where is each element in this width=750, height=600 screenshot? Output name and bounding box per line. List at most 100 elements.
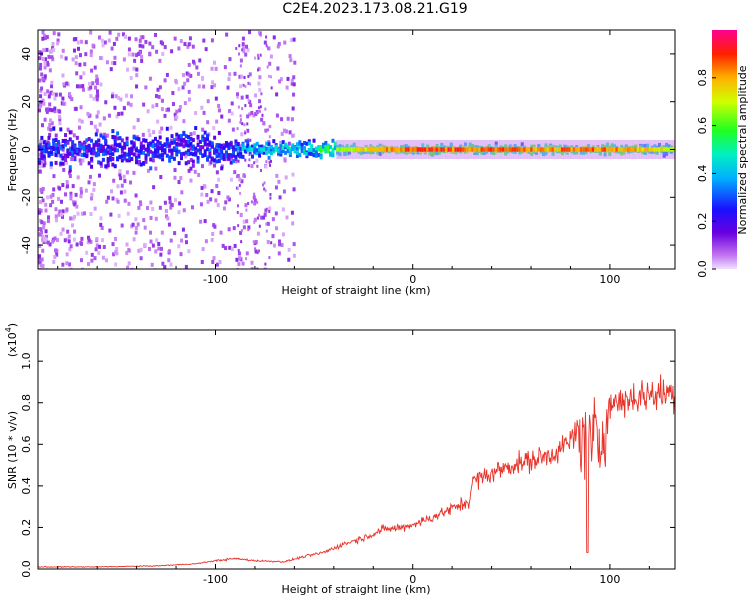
heatmap-cell	[577, 147, 581, 152]
heatmap-cell	[275, 226, 279, 231]
heatmap-cell	[242, 219, 246, 224]
heatmap-cell	[78, 62, 82, 67]
heatmap-cell	[74, 61, 78, 66]
heatmap-cell	[632, 147, 635, 152]
heatmap-cell	[170, 140, 174, 145]
heatmap-cell	[170, 154, 174, 159]
heatmap-cell	[139, 256, 143, 261]
heatmap-cell	[208, 140, 212, 145]
heatmap-cell	[47, 135, 51, 140]
heatmap-cell	[277, 239, 281, 244]
heatmap-cell	[250, 110, 254, 115]
heatmap-cell	[108, 228, 112, 233]
heatmap-cell	[139, 202, 143, 207]
heatmap-cell	[61, 214, 65, 219]
heatmap-cell	[291, 133, 295, 138]
heatmap-cell	[95, 237, 99, 242]
heatmap-cell	[232, 150, 236, 155]
heatmap-cell	[331, 138, 335, 143]
heatmap-cell	[89, 53, 93, 58]
heatmap-cell	[184, 150, 188, 155]
heatmap-cell	[98, 122, 102, 127]
heatmap-cell	[177, 137, 181, 142]
heatmap-cell	[173, 36, 177, 41]
heatmap-cell	[127, 158, 131, 163]
heatmap-cell	[51, 239, 55, 244]
heatmap-cell	[78, 147, 82, 152]
heatmap-cell	[250, 200, 253, 204]
heatmap-cell	[608, 147, 611, 152]
heatmap-cell	[254, 111, 258, 116]
heatmap-cell	[594, 147, 597, 152]
heatmap-cell	[203, 142, 207, 147]
heatmap-cell	[142, 138, 146, 143]
heatmap-cell	[139, 247, 143, 252]
heatmap-cell	[146, 149, 150, 154]
heatmap-cell	[50, 108, 54, 113]
heatmap-cell	[245, 208, 248, 212]
heatmap-cell	[290, 210, 294, 215]
heatmap-cell	[135, 155, 139, 160]
heatmap-cell	[653, 147, 656, 152]
heatmap-cell	[60, 212, 64, 217]
heatmap-cell	[46, 140, 50, 145]
heatmap-cell	[258, 75, 262, 80]
heatmap-cell	[199, 202, 203, 207]
heatmap-cell	[238, 256, 242, 261]
heatmap-cell	[182, 151, 186, 156]
heatmap-cell	[202, 84, 206, 89]
heatmap-cell	[173, 231, 177, 236]
heatmap-cell	[108, 145, 112, 150]
heatmap-cell	[172, 140, 176, 145]
heatmap-cell	[186, 44, 190, 49]
heatmap-cell	[234, 142, 238, 147]
heatmap-cell	[74, 106, 78, 111]
heatmap-cell	[165, 141, 169, 146]
heatmap-cell	[44, 202, 48, 207]
heatmap-cell	[213, 147, 217, 152]
heatmap-cell	[226, 195, 230, 200]
heatmap-cell	[357, 147, 360, 152]
heatmap-cell	[241, 261, 245, 266]
heatmap-cell	[274, 147, 278, 152]
heatmap-cell	[194, 111, 198, 116]
heatmap-cell	[262, 145, 266, 150]
y-tick-label: 0.2	[20, 519, 33, 537]
heatmap-cell	[534, 147, 538, 152]
heatmap-cell	[39, 208, 43, 213]
heatmap-cell	[58, 117, 62, 122]
heatmap-cell	[201, 127, 205, 132]
heatmap-cell	[181, 85, 185, 90]
heatmap-cell	[268, 124, 271, 128]
heatmap-cell	[163, 142, 167, 147]
heatmap-cell	[119, 176, 123, 181]
heatmap-cell	[487, 147, 491, 152]
heatmap-cell	[224, 246, 228, 251]
heatmap-cell	[101, 157, 105, 162]
heatmap-cell	[144, 153, 148, 158]
heatmap-cell	[191, 44, 195, 49]
heatmap-cell	[151, 144, 155, 149]
heatmap-cell	[262, 183, 265, 187]
heatmap-cell	[222, 143, 226, 148]
heatmap-cell	[41, 198, 45, 203]
heatmap-cell	[272, 35, 276, 40]
heatmap-cell	[184, 240, 188, 245]
heatmap-cell	[210, 237, 214, 242]
heatmap-cell	[160, 126, 164, 131]
heatmap-cell	[298, 140, 302, 145]
heatmap-cell	[175, 137, 179, 142]
heatmap-cell	[79, 161, 83, 166]
heatmap-cell	[65, 160, 69, 165]
heatmap-cell	[132, 135, 136, 140]
heatmap-cell	[38, 243, 42, 248]
heatmap-cell	[229, 160, 233, 165]
heatmap-cell	[324, 140, 328, 145]
heatmap-cell	[72, 133, 76, 138]
heatmap-cell	[312, 153, 316, 158]
heatmap-cell	[255, 141, 259, 146]
heatmap-cell	[76, 40, 80, 45]
heatmap-cell	[238, 184, 241, 188]
heatmap-cell	[40, 145, 44, 150]
heatmap-cell	[184, 264, 188, 269]
